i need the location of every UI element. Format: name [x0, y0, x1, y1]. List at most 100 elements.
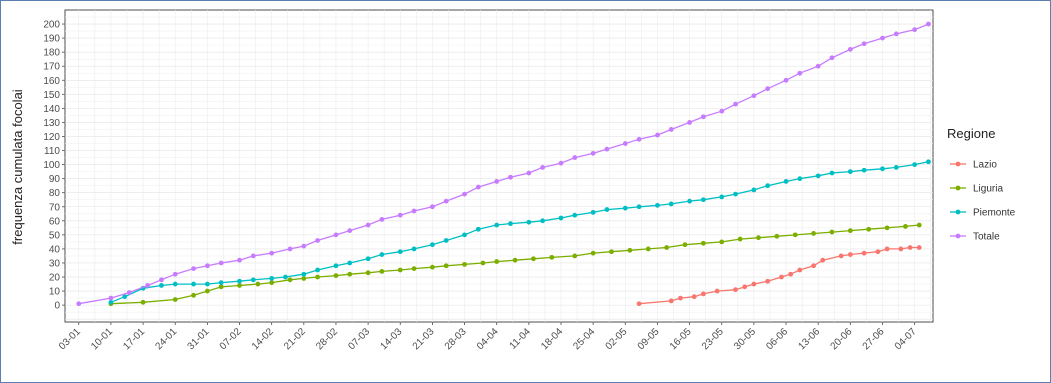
data-point [462, 191, 467, 197]
data-point [237, 283, 242, 288]
data-point [494, 222, 500, 228]
data-point [191, 292, 196, 298]
x-tick-label: 21-02 [282, 326, 308, 352]
data-point [733, 191, 738, 197]
data-point [829, 55, 835, 61]
data-point [636, 136, 642, 142]
data-point [678, 295, 683, 301]
data-point [379, 217, 385, 222]
x-tick-label: 03-01 [57, 326, 83, 352]
data-point [916, 245, 922, 250]
y-tick-label: 20 [49, 273, 61, 284]
data-point [912, 27, 918, 33]
legend-item: Piemonte [950, 208, 1016, 219]
data-point [411, 246, 417, 252]
legend-item: Totale [950, 232, 1000, 243]
data-point [751, 93, 757, 99]
data-point [172, 297, 178, 302]
y-tick-label: 140 [43, 104, 60, 115]
y-tick-label: 30 [49, 258, 61, 269]
data-point [733, 287, 738, 293]
y-tick-label: 100 [43, 160, 60, 171]
data-point [829, 170, 835, 176]
data-point [742, 284, 748, 290]
data-point [333, 263, 339, 269]
x-tick-label: 04-07 [893, 326, 919, 352]
data-point [443, 238, 449, 243]
data-point [347, 271, 353, 277]
data-point [508, 221, 513, 227]
data-point [269, 250, 275, 256]
data-point [333, 273, 339, 279]
data-point [926, 21, 931, 27]
data-point [140, 299, 146, 305]
data-point [751, 187, 757, 193]
y-axis: 0 10 20 30 40 50 60 70 80 90 100 110 120 130 140 150 160… [43, 20, 65, 312]
data-point [668, 127, 674, 132]
data-point [301, 243, 307, 249]
data-point [622, 141, 628, 146]
x-tick-label: 31-01 [186, 326, 212, 352]
plot-panel [64, 9, 934, 323]
data-point [893, 165, 899, 170]
y-tick-label: 80 [49, 188, 61, 199]
x-tick-label: 07-03 [346, 326, 372, 352]
data-point [145, 283, 151, 288]
x-tick-label: 11-04 [508, 326, 534, 352]
data-point [397, 267, 403, 273]
data-point [655, 132, 660, 138]
data-point [397, 249, 403, 255]
data-point [687, 198, 692, 204]
data-point [287, 246, 293, 252]
data-point [700, 240, 706, 246]
data-point [719, 239, 725, 245]
legend-item: Lazio [950, 160, 997, 171]
y-tick-label: 200 [43, 20, 60, 31]
data-point [237, 278, 242, 284]
data-point [443, 263, 449, 269]
data-point [159, 283, 164, 288]
data-point [540, 218, 546, 224]
data-point [765, 278, 771, 284]
data-point [783, 77, 789, 83]
y-tick-label: 180 [43, 48, 60, 59]
data-point [797, 70, 803, 76]
data-point [645, 246, 651, 252]
data-point [526, 170, 532, 176]
data-point [687, 120, 692, 125]
y-tick-label: 120 [43, 132, 60, 143]
data-point [590, 150, 596, 156]
data-point [347, 228, 353, 234]
data-point [797, 267, 803, 273]
data-point [122, 294, 128, 300]
data-point [269, 280, 275, 286]
data-point [250, 253, 256, 259]
data-point [604, 146, 610, 152]
data-point [916, 222, 922, 228]
data-point [636, 301, 642, 307]
data-point [172, 281, 178, 287]
data-point [347, 260, 353, 266]
data-point [558, 160, 564, 166]
data-point [250, 277, 256, 283]
x-tick-label: 20-06 [829, 326, 855, 352]
data-point [636, 204, 642, 210]
data-point [204, 281, 210, 287]
data-point [590, 250, 596, 256]
x-tick-label: 06-06 [764, 326, 790, 352]
data-point [907, 245, 913, 250]
data-point [797, 176, 803, 182]
data-point [365, 256, 371, 262]
data-point [494, 179, 500, 184]
data-point [627, 247, 633, 253]
x-tick-label: 09-05 [636, 326, 662, 352]
data-point [783, 179, 789, 184]
data-point [838, 253, 844, 259]
data-point [558, 215, 564, 221]
data-point [815, 63, 821, 69]
data-point [811, 263, 816, 269]
data-point [301, 271, 307, 277]
data-point [549, 254, 555, 260]
